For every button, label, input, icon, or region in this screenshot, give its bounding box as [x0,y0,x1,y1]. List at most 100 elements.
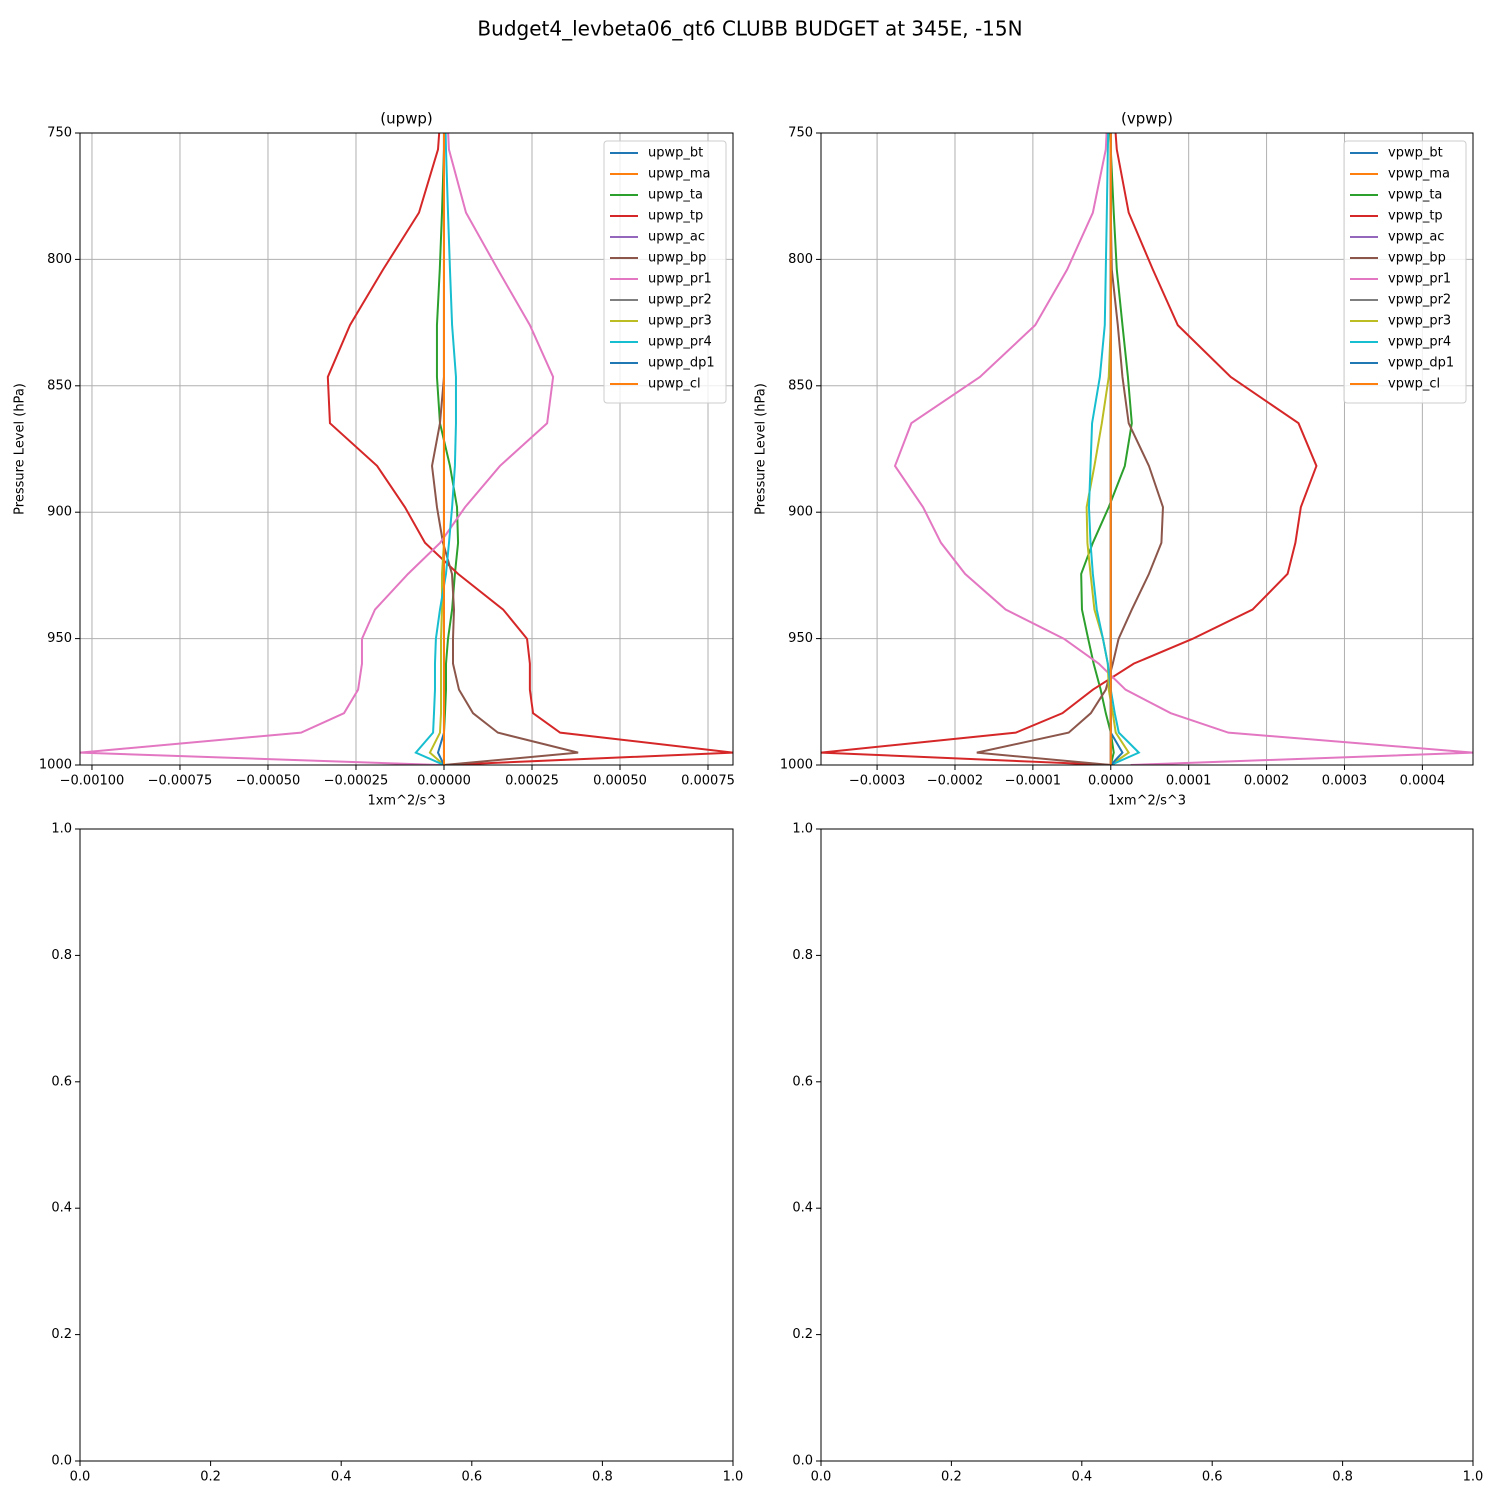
y-tick-label: 900 [47,505,72,520]
axes-frame [79,828,734,1462]
y-tick-label: 950 [788,631,813,646]
axes-frame [79,132,734,766]
x-tick-label: 0.0 [70,1470,91,1485]
x-tick-label: 0.4 [331,1470,352,1485]
series-line [1087,133,1141,765]
y-axis-label: Pressure Level (hPa) [754,383,769,515]
plot-area [80,133,733,765]
axes-title: (vpwp) [1121,110,1173,128]
y-tick-label: 850 [47,378,72,393]
x-tick-label: −0.0001 [1005,774,1061,789]
y-tick-label: 0.8 [792,948,813,963]
y-tick-label: 0.0 [51,1454,72,1469]
x-tick-label: −0.00025 [324,774,389,789]
y-tick-label: 750 [788,126,813,141]
legend-label: vpwp_pr2 [1388,293,1451,308]
series-line [414,133,457,765]
legend-label: vpwp_ta [1388,188,1442,203]
y-tick-label: 900 [788,505,813,520]
axes-title: (upwp) [380,110,433,128]
x-tick-label: −0.0002 [927,774,983,789]
legend-box [1343,140,1467,404]
y-tick-label: 800 [788,252,813,267]
y-tick-label: 950 [47,631,72,646]
legend-label: vpwp_bp [1388,251,1446,266]
legend-label: vpwp_ac [1388,230,1444,245]
axes-frame [820,132,1474,766]
y-tick-label: 1000 [39,758,72,773]
series-line [821,133,1318,765]
y-tick-label: 0.2 [51,1327,72,1342]
x-tick-label: 0.00050 [593,774,647,789]
legend-label: upwp_ma [648,167,711,182]
legend-label: vpwp_pr3 [1388,314,1451,329]
y-tick-label: 0.4 [792,1201,813,1216]
x-tick-label: −0.0003 [849,774,905,789]
x-tick-label: 0.6 [1202,1470,1223,1485]
x-tick-label: −0.00100 [60,774,125,789]
x-tick-label: 0.2 [200,1470,221,1485]
y-axis-label: Pressure Level (hPa) [13,383,28,515]
x-tick-label: 0.8 [1332,1470,1353,1485]
y-tick-label: 0.0 [792,1454,813,1469]
x-tick-label: 0.0 [811,1470,832,1485]
x-tick-label: 0.0000 [1088,774,1134,789]
x-tick-label: 0.4 [1071,1470,1092,1485]
x-tick-label: 0.0001 [1166,774,1212,789]
x-tick-label: −0.00075 [148,774,213,789]
x-axis-label: 1xm^2/s^3 [1108,794,1186,809]
figure-title: Budget4_levbeta06_qt6 CLUBB BUDGET at 34… [477,17,1022,41]
y-tick-label: 750 [47,126,72,141]
y-tick-label: 0.2 [792,1327,813,1342]
legend-label: upwp_bp [648,251,706,266]
legend-label: vpwp_tp [1388,209,1443,224]
series-line [1080,133,1133,765]
legend-label: vpwp_dp1 [1388,356,1454,371]
series-line [976,133,1164,765]
x-tick-label: 0.8 [592,1470,613,1485]
y-tick-label: 800 [47,252,72,267]
y-tick-label: 0.4 [51,1201,72,1216]
legend-label: upwp_dp1 [648,356,715,371]
y-tick-label: 1.0 [51,822,72,837]
y-tick-label: 1000 [780,758,813,773]
axes-frame [820,828,1474,1462]
x-tick-label: 1.0 [1463,1470,1484,1485]
x-tick-label: 0.00025 [505,774,559,789]
legend-label: upwp_ta [648,188,703,203]
y-tick-label: 0.8 [51,948,72,963]
x-tick-label: 1.0 [723,1470,744,1485]
x-tick-label: 0.2 [941,1470,962,1485]
x-axis-label: 1xm^2/s^3 [367,794,445,809]
plot-area [821,133,1473,765]
legend-label: upwp_cl [648,377,701,392]
legend-label: upwp_ac [648,230,705,245]
x-tick-label: 0.0003 [1322,774,1368,789]
y-tick-label: 0.6 [792,1074,813,1089]
legend-label: vpwp_bt [1388,146,1443,161]
legend-label: vpwp_pr1 [1388,272,1451,287]
legend-box [603,140,727,404]
legend-label: upwp_pr2 [648,293,712,308]
y-tick-label: 850 [788,378,813,393]
legend-label: vpwp_cl [1388,377,1440,392]
x-tick-label: 0.00075 [681,774,735,789]
x-tick-label: 0.0004 [1400,774,1446,789]
x-tick-label: −0.00050 [236,774,301,789]
legend-label: upwp_pr3 [648,314,712,329]
y-tick-label: 0.6 [51,1074,72,1089]
x-tick-label: 0.6 [461,1470,482,1485]
legend-label: vpwp_ma [1388,167,1450,182]
series-line [431,133,579,765]
y-tick-label: 1.0 [792,822,813,837]
legend-label: upwp_pr1 [648,272,712,287]
x-tick-label: 0.0002 [1244,774,1290,789]
series-line [893,133,1473,765]
legend-label: upwp_bt [648,146,703,161]
legend-label: upwp_pr4 [648,335,712,350]
x-tick-label: 0.00000 [417,774,471,789]
legend-label: upwp_tp [648,209,703,224]
series-line [326,133,733,765]
